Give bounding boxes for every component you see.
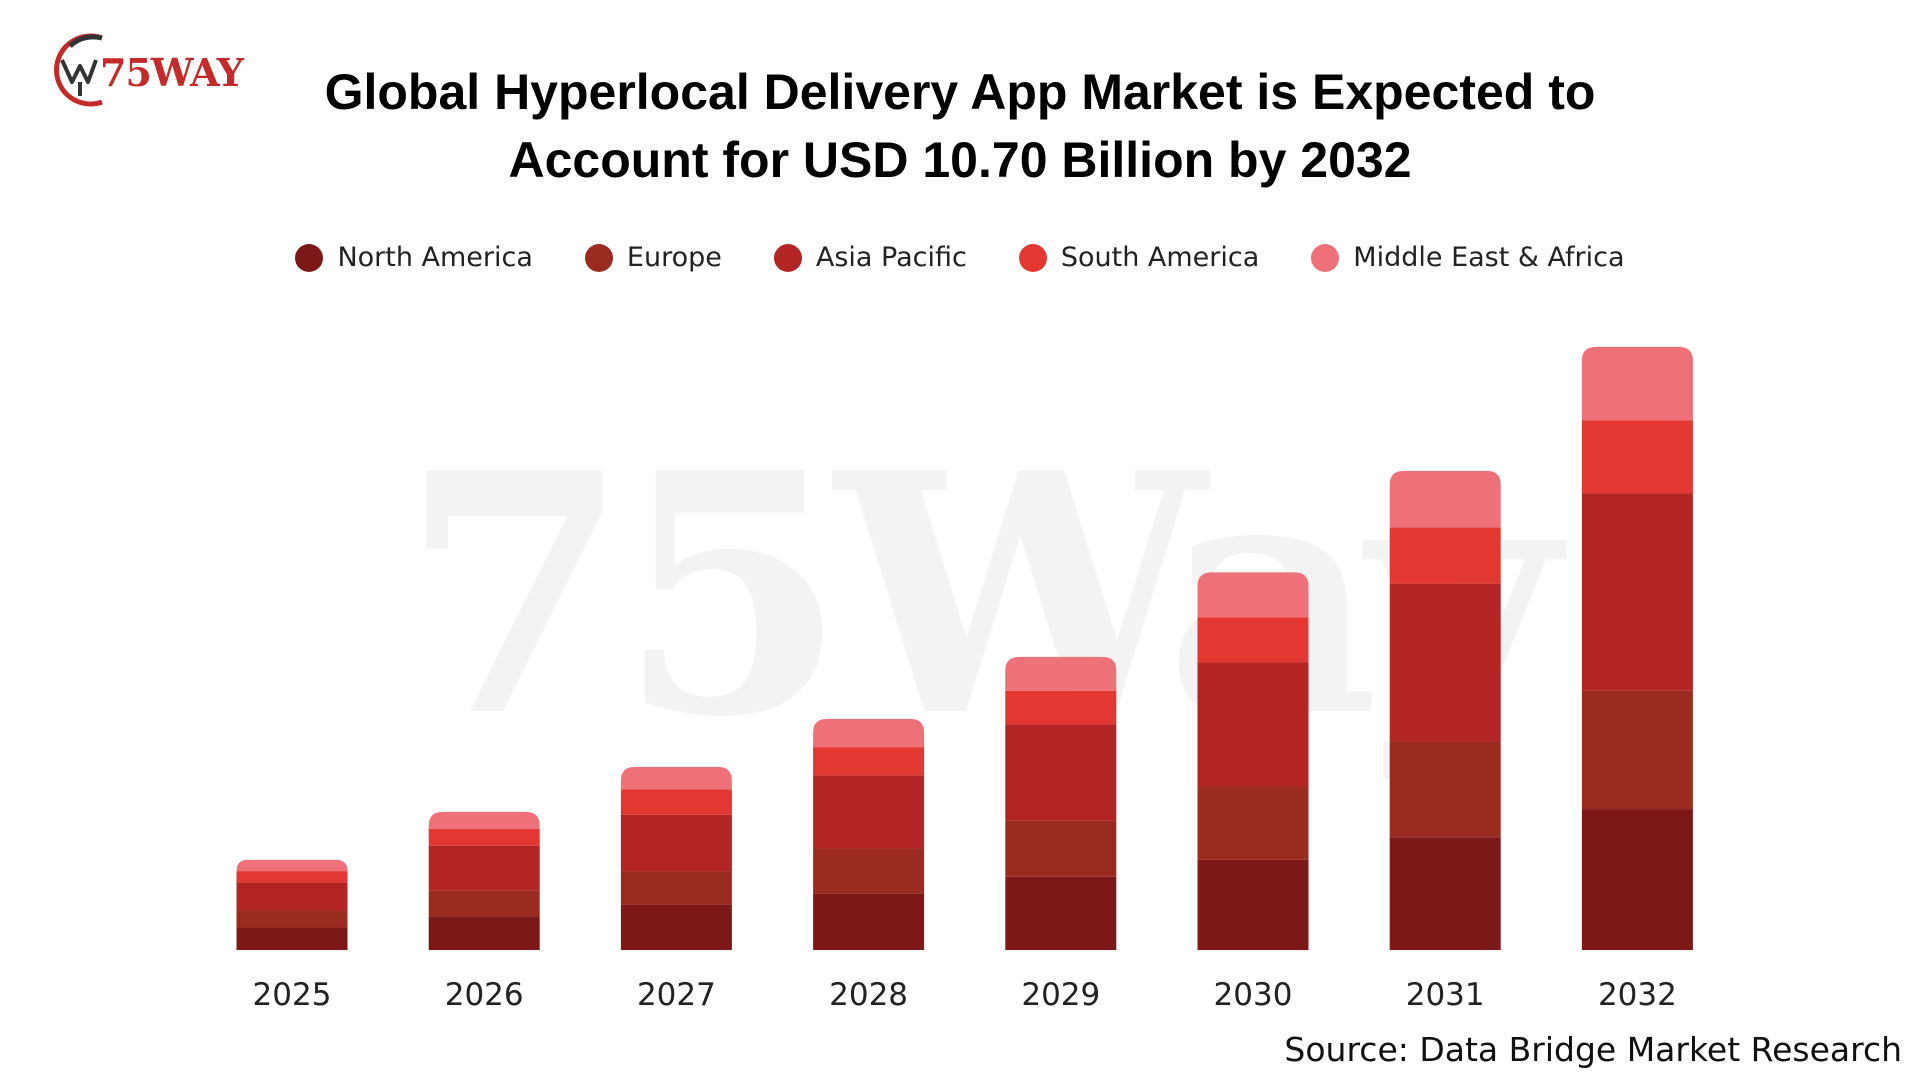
legend-item: North America: [295, 242, 533, 273]
bar-segment: [1389, 527, 1501, 584]
bar-segment: [236, 882, 348, 911]
bar-segment: [1005, 690, 1117, 725]
bar-segment: [1197, 786, 1309, 860]
legend-swatch: [1311, 243, 1340, 272]
bar-segment: [428, 916, 540, 950]
legend-label: South America: [1060, 242, 1260, 273]
legend-item: Asia Pacific: [773, 242, 967, 273]
legend-swatch: [584, 243, 613, 272]
x-tick-label: 2027: [637, 977, 716, 1013]
chart-title: Global Hyperlocal Delivery App Market is…: [230, 58, 1690, 194]
bar-segment: [1197, 572, 1309, 618]
legend-swatch: [773, 243, 802, 272]
bar-segment: [1389, 741, 1501, 838]
legend-label: North America: [337, 242, 533, 273]
legend-swatch: [1018, 243, 1047, 272]
logo-emblem-icon: [54, 33, 103, 107]
bar-segment: [1005, 820, 1117, 877]
legend-item: Europe: [584, 242, 722, 273]
x-tick-label: 2032: [1598, 977, 1677, 1013]
bar-segment: [620, 871, 732, 905]
bar-segment: [1581, 346, 1693, 421]
bar-segment: [813, 718, 925, 748]
bar-segment: [1197, 662, 1309, 787]
bar-segment: [1389, 837, 1501, 950]
bar-segment: [236, 910, 348, 928]
source-note: Source: Data Bridge Market Research: [1284, 1030, 1902, 1069]
bar-segment: [1005, 876, 1117, 950]
legend-label: Europe: [626, 242, 722, 273]
bar-segment: [1581, 493, 1693, 691]
bar-segment: [620, 766, 732, 790]
bar-segment: [1581, 690, 1693, 810]
bar-segment: [813, 775, 925, 849]
bar-segment: [236, 859, 348, 872]
bar-segment: [1005, 724, 1117, 821]
brand-logo: [32, 30, 262, 110]
bar-segment: [620, 814, 732, 872]
legend-item: South America: [1018, 242, 1260, 273]
bar-segment: [813, 747, 925, 776]
bar-segment: [813, 848, 925, 894]
bar-segment: [236, 927, 348, 950]
bar-segment: [428, 845, 540, 891]
bar-segment: [1197, 617, 1309, 663]
bar-segment: [428, 890, 540, 917]
bar-segment: [1389, 583, 1501, 742]
bar-segment: [1197, 859, 1309, 950]
legend-swatch: [295, 243, 324, 272]
bar-segment: [428, 828, 540, 846]
legend-label: Asia Pacific: [815, 242, 967, 273]
bar-segment: [1005, 656, 1117, 691]
bar-segment: [236, 871, 348, 883]
watermark: 75Way: [400, 401, 1559, 789]
bar-segment: [813, 893, 925, 950]
x-tick-label: 2030: [1214, 977, 1293, 1013]
x-tick-label: 2025: [253, 977, 332, 1013]
bar-segment: [428, 811, 540, 829]
legend-item: Middle East & Africa: [1311, 242, 1625, 273]
x-tick-label: 2028: [829, 977, 908, 1013]
legend-label: Middle East & Africa: [1353, 242, 1625, 273]
bar-segment: [1581, 809, 1693, 950]
chart-title-line-1: Global Hyperlocal Delivery App Market is…: [324, 64, 1596, 120]
x-tick-label: 2031: [1406, 977, 1485, 1013]
bar-segment: [1389, 470, 1501, 528]
chart-legend: North America Europe Asia Pacific South Ame…: [0, 242, 1920, 273]
x-tick-label: 2026: [445, 977, 524, 1013]
chart-title-line-2: Account for USD 10.70 Billion by 2032: [508, 132, 1412, 188]
brand-logo-text: 75WAY: [100, 50, 244, 95]
x-tick-label: 2029: [1021, 977, 1100, 1013]
bar-segment: [620, 904, 732, 950]
bar-segment: [620, 789, 732, 815]
bar-segment: [1581, 420, 1693, 494]
